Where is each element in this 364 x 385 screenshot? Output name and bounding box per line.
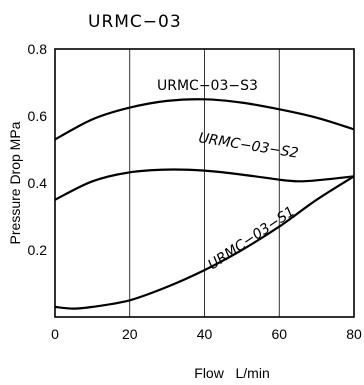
- plot-frame: [54, 48, 355, 318]
- y-tick-labels: 0.2 0.4 0.6 0.8: [28, 41, 48, 258]
- y-tick-label: 0.2: [28, 242, 48, 258]
- curve-label-s3: URMC−03−S3: [157, 78, 258, 94]
- x-tick-label: 20: [122, 326, 138, 342]
- grid-layer: [129, 49, 280, 317]
- x-axis-label: Flow L/min: [194, 365, 269, 381]
- y-tick-label: 0.4: [28, 175, 48, 191]
- chart-title: URMC−03: [88, 12, 182, 32]
- x-tick-labels: 0 20 40 60 80: [51, 326, 362, 342]
- curve-s2: [54, 168, 355, 201]
- curve-layer: [54, 98, 355, 310]
- x-tick-label: 40: [197, 326, 213, 342]
- x-tick-label: 60: [271, 326, 287, 342]
- curve-label-s2: URMC−03−S2: [197, 130, 299, 162]
- y-tick-label: 0.8: [28, 41, 48, 57]
- x-tick-label: 80: [346, 326, 362, 342]
- curve-label-s1: URMC−03−S1: [205, 204, 298, 274]
- curve-s3: [54, 98, 355, 141]
- y-axis-label: Pressure Drop MPa: [7, 121, 23, 244]
- y-tick-label: 0.6: [28, 108, 48, 124]
- x-tick-label: 0: [51, 326, 59, 342]
- curve-s1: [54, 175, 355, 310]
